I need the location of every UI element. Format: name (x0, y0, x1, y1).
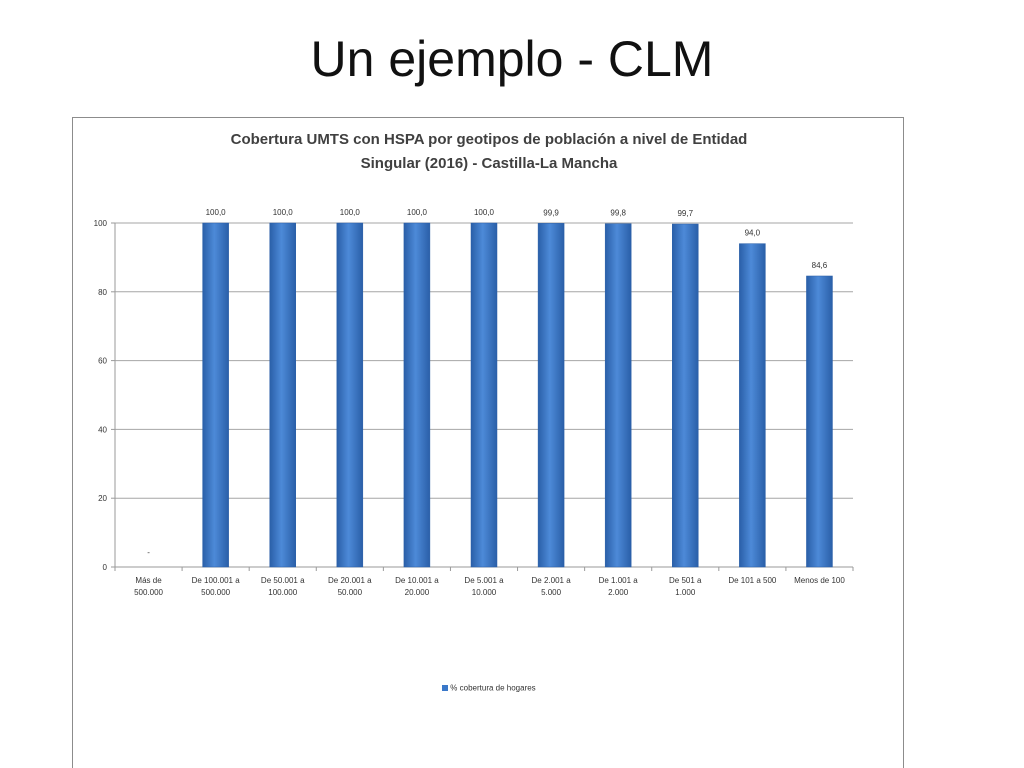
x-category-label-5-1: 10.000 (472, 588, 497, 597)
x-category-label-7-0: De 1.001 a (599, 576, 639, 585)
slide-title: Un ejemplo - CLM (310, 31, 714, 87)
x-category-label-4-0: De 10.001 a (395, 576, 439, 585)
x-category-label-6-1: 5.000 (541, 588, 562, 597)
bar-4 (403, 222, 431, 568)
x-category-label-3-0: De 20.001 a (328, 576, 372, 585)
x-category-label-2-0: De 50.001 a (261, 576, 305, 585)
y-tick-label-80: 80 (98, 288, 107, 297)
data-label-2: 100,0 (273, 208, 294, 217)
x-category-label-8-1: 1.000 (675, 588, 696, 597)
data-label-3: 100,0 (340, 208, 361, 217)
data-label-1: 100,0 (206, 208, 227, 217)
data-label-0: - (147, 548, 150, 557)
chart-legend: % cobertura de hogares (73, 683, 905, 692)
bar-2 (269, 222, 296, 568)
data-label-4: 100,0 (407, 208, 428, 217)
x-category-label-1-1: 500.000 (201, 588, 230, 597)
data-label-8: 99,7 (677, 209, 693, 218)
x-category-label-10-0: Menos de 100 (794, 576, 845, 585)
legend-swatch (442, 684, 449, 691)
x-category-label-4-1: 20.000 (405, 588, 430, 597)
bar-7 (604, 223, 632, 568)
bar-10 (806, 275, 833, 568)
legend-label: % cobertura de hogares (450, 683, 536, 693)
x-category-label-0-1: 500.000 (134, 588, 163, 597)
x-category-label-2-1: 100.000 (268, 588, 297, 597)
data-label-5: 100,0 (474, 208, 495, 217)
y-tick-label-40: 40 (98, 425, 107, 434)
x-category-label-9-0: De 101 a 500 (728, 576, 777, 585)
bar-8 (672, 223, 699, 568)
chart-title-line-2: Singular (2016) - Castilla-La Mancha (360, 155, 618, 172)
bar-1 (202, 222, 229, 568)
x-category-label-3-1: 50.000 (338, 588, 363, 597)
x-category-label-1-0: De 100.001 a (192, 576, 241, 585)
bar-chart: 0 20 40 60 80 100 - Más de 500.000 100,0 De 100.00… (94, 208, 854, 597)
x-category-label-7-1: 2.000 (608, 588, 629, 597)
x-category-label-6-0: De 2.001 a (532, 576, 572, 585)
chart-title: Cobertura UMTS con HSPA por geotipos de … (73, 128, 905, 176)
bar-3 (336, 222, 364, 568)
y-tick-label-0: 0 (103, 563, 108, 572)
bar-5 (470, 222, 498, 568)
data-label-9: 94,0 (745, 229, 761, 238)
data-label-7: 99,8 (610, 209, 626, 218)
chart-title-line-1: Cobertura UMTS con HSPA por geotipos de … (230, 131, 748, 148)
data-label-6: 99,9 (543, 208, 559, 217)
y-tick-label-60: 60 (98, 357, 107, 366)
chart-frame: Cobertura UMTS con HSPA por geotipos de … (72, 117, 904, 768)
y-tick-label-20: 20 (98, 494, 107, 503)
bar-6 (537, 223, 565, 568)
x-category-label-0-0: Más de (135, 576, 162, 585)
x-category-label-8-0: De 501 a (669, 576, 702, 585)
data-label-10: 84,6 (812, 261, 828, 270)
y-tick-label-100: 100 (94, 219, 108, 228)
bar-9 (739, 243, 766, 568)
x-category-label-5-0: De 5.001 a (464, 576, 504, 585)
